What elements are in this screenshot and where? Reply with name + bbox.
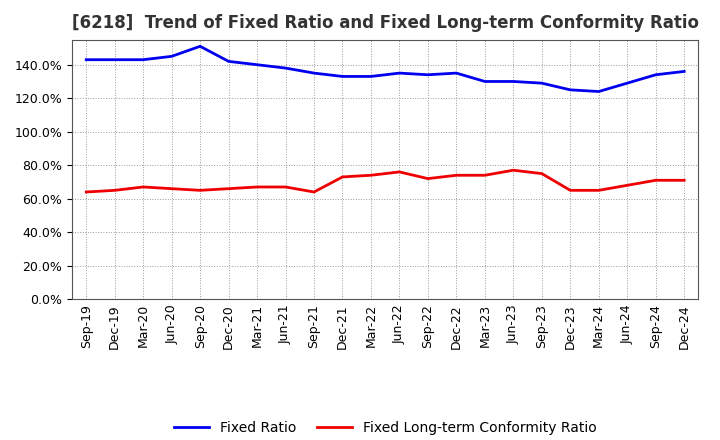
Fixed Long-term Conformity Ratio [423,176,432,181]
Fixed Long-term Conformity Ratio [310,189,318,194]
Fixed Ratio [595,89,603,94]
Fixed Ratio [225,59,233,64]
Fixed Long-term Conformity Ratio [139,184,148,190]
Fixed Long-term Conformity Ratio [167,186,176,191]
Fixed Long-term Conformity Ratio [652,178,660,183]
Fixed Long-term Conformity Ratio [395,169,404,175]
Fixed Long-term Conformity Ratio [537,171,546,176]
Fixed Ratio [253,62,261,67]
Fixed Ratio [480,79,489,84]
Fixed Long-term Conformity Ratio [82,189,91,194]
Fixed Long-term Conformity Ratio [253,184,261,190]
Fixed Ratio [680,69,688,74]
Fixed Ratio [338,74,347,79]
Line: Fixed Long-term Conformity Ratio: Fixed Long-term Conformity Ratio [86,170,684,192]
Fixed Long-term Conformity Ratio [623,183,631,188]
Fixed Long-term Conformity Ratio [509,168,518,173]
Fixed Long-term Conformity Ratio [566,188,575,193]
Fixed Long-term Conformity Ratio [680,178,688,183]
Fixed Ratio [537,81,546,86]
Fixed Long-term Conformity Ratio [282,184,290,190]
Fixed Ratio [566,87,575,92]
Fixed Long-term Conformity Ratio [225,186,233,191]
Fixed Long-term Conformity Ratio [196,188,204,193]
Fixed Ratio [395,70,404,76]
Title: [6218]  Trend of Fixed Ratio and Fixed Long-term Conformity Ratio: [6218] Trend of Fixed Ratio and Fixed Lo… [72,15,698,33]
Fixed Ratio [196,44,204,49]
Fixed Ratio [509,79,518,84]
Fixed Long-term Conformity Ratio [452,172,461,178]
Fixed Ratio [82,57,91,62]
Fixed Long-term Conformity Ratio [366,172,375,178]
Fixed Ratio [652,72,660,77]
Fixed Long-term Conformity Ratio [110,188,119,193]
Fixed Ratio [139,57,148,62]
Fixed Ratio [366,74,375,79]
Line: Fixed Ratio: Fixed Ratio [86,46,684,92]
Fixed Ratio [110,57,119,62]
Fixed Long-term Conformity Ratio [480,172,489,178]
Fixed Ratio [452,70,461,76]
Fixed Ratio [423,72,432,77]
Fixed Ratio [310,70,318,76]
Fixed Ratio [623,81,631,86]
Legend: Fixed Ratio, Fixed Long-term Conformity Ratio: Fixed Ratio, Fixed Long-term Conformity … [168,415,602,440]
Fixed Ratio [167,54,176,59]
Fixed Long-term Conformity Ratio [595,188,603,193]
Fixed Ratio [282,66,290,71]
Fixed Long-term Conformity Ratio [338,174,347,180]
